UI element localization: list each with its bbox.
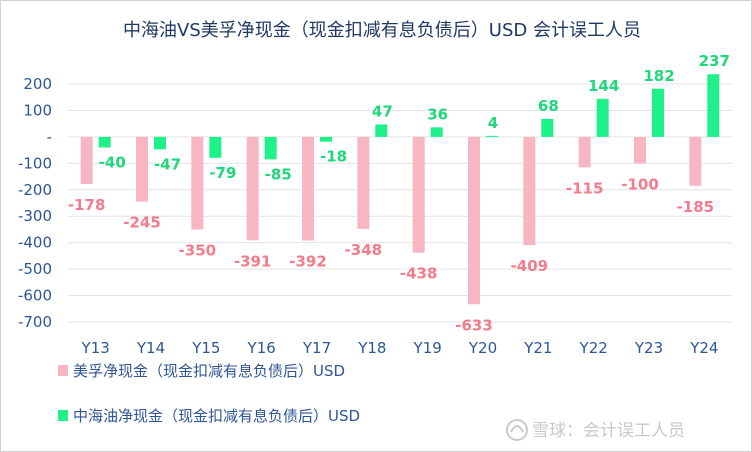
- x-tick-label: Y14: [136, 339, 165, 357]
- y-tick-label: -200: [18, 181, 52, 199]
- gridlines: [68, 83, 732, 323]
- x-tick-label: Y21: [523, 339, 552, 357]
- y-tick-label: -400: [18, 234, 52, 252]
- data-label-mobil: -391: [234, 252, 272, 270]
- bar-cnooc: [430, 127, 443, 137]
- x-tick-label: Y22: [579, 339, 608, 357]
- data-label-mobil: -633: [455, 316, 493, 334]
- legend: 美孚净现金（现金扣减有息负债后）USD 中海油净现金（现金扣减有息负债后）USD: [58, 362, 360, 425]
- data-label-mobil: -185: [677, 198, 715, 216]
- bar-cnooc: [209, 136, 222, 158]
- bar-cnooc: [320, 136, 332, 142]
- data-label-cnooc: 144: [588, 77, 619, 95]
- bar-mobil: [689, 136, 702, 186]
- data-label-cnooc: -47: [154, 155, 181, 173]
- bar-cnooc: [652, 88, 664, 137]
- bar-mobil: [136, 136, 148, 202]
- x-tick-label: Y19: [413, 339, 442, 357]
- bar-mobil: [80, 136, 93, 184]
- y-tick-label: -100: [18, 154, 52, 172]
- chart-title: 中海油VS美孚净现金（现金扣减有息负债后）USD 会计误工人员: [123, 20, 641, 41]
- legend-label: 中海油净现金（现金扣减有息负债后）USD: [73, 407, 360, 425]
- data-label-cnooc: -18: [320, 148, 347, 166]
- x-tick-label: Y16: [247, 339, 276, 357]
- bar-mobil: [523, 136, 536, 246]
- data-label-mobil: -178: [68, 196, 106, 214]
- watermark-text: 雪球：会计误工人员: [532, 421, 685, 441]
- bar-cnooc: [707, 74, 720, 137]
- y-tick-label: -700: [18, 313, 52, 331]
- bar-mobil: [357, 136, 370, 229]
- bar-mobil: [191, 136, 204, 230]
- legend-label: 美孚净现金（现金扣减有息负债后）USD: [73, 362, 345, 380]
- data-label-mobil: -348: [345, 241, 383, 259]
- y-axis: 200 100 - -100 -200 -300 -400 -500 -600 -700: [18, 75, 52, 331]
- data-label-mobil: -350: [179, 241, 217, 259]
- data-label-cnooc: 68: [538, 97, 559, 115]
- data-label-cnooc: -40: [99, 153, 126, 171]
- bar-mobil: [246, 136, 259, 241]
- data-label-cnooc: -79: [209, 164, 236, 182]
- bar-mobil: [412, 136, 425, 253]
- y-tick-label: 200: [23, 75, 52, 93]
- x-tick-label: Y13: [81, 339, 110, 357]
- y-tick-label: -600: [18, 287, 52, 305]
- data-label-mobil: -100: [621, 175, 659, 193]
- bar-cnooc: [596, 98, 609, 137]
- x-tick-label: Y24: [689, 339, 718, 357]
- x-tick-label: Y18: [357, 339, 386, 357]
- data-label-cnooc: -85: [265, 165, 292, 183]
- y-tick-label: 100: [23, 101, 52, 119]
- bars: [80, 74, 720, 305]
- data-label-cnooc: 47: [372, 102, 393, 120]
- bar-cnooc: [541, 118, 554, 137]
- bar-mobil: [578, 136, 591, 168]
- bar-mobil: [634, 136, 646, 164]
- bar-cnooc: [486, 135, 498, 137]
- bar-cnooc: [98, 136, 111, 148]
- snowball-logo-icon: [506, 419, 528, 441]
- data-label-cnooc: 237: [699, 52, 730, 70]
- x-tick-label: Y17: [302, 339, 331, 357]
- legend-swatch: [58, 410, 68, 421]
- watermark: 雪球：会计误工人员: [506, 419, 685, 441]
- x-tick-label: Y23: [634, 339, 663, 357]
- data-label-mobil: -438: [400, 265, 438, 283]
- data-label-mobil: -409: [511, 257, 549, 275]
- legend-swatch: [58, 365, 68, 376]
- data-labels: -178 -40 -245 -47 -350 -79 -391 -85 -392 -18 -348 4…: [68, 52, 730, 334]
- data-label-cnooc: 4: [488, 114, 498, 132]
- data-label-cnooc: 182: [643, 67, 674, 85]
- bar-mobil: [302, 136, 314, 241]
- data-label-cnooc: 36: [427, 105, 448, 123]
- bar-cnooc: [154, 136, 166, 150]
- bar-cnooc: [375, 124, 388, 137]
- data-label-mobil: -392: [289, 253, 327, 271]
- y-tick-label: -300: [18, 207, 52, 225]
- x-tick-label: Y20: [468, 339, 497, 357]
- data-label-mobil: -245: [123, 214, 161, 232]
- y-tick-label: -500: [18, 260, 52, 278]
- x-axis: Y13 Y14 Y15 Y16 Y17 Y18 Y19 Y20 Y21 Y22 Y23 Y24: [81, 339, 719, 357]
- x-tick-label: Y15: [191, 339, 220, 357]
- y-tick-label: -: [47, 128, 52, 146]
- bar-cnooc: [264, 136, 277, 160]
- data-label-mobil: -115: [566, 179, 604, 197]
- bar-mobil: [468, 136, 480, 305]
